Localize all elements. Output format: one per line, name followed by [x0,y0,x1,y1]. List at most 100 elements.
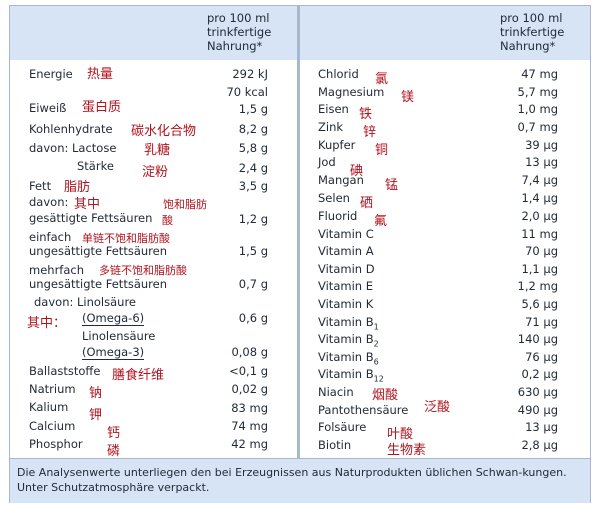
value-staerke: 2,4 g [238,161,268,175]
cn-saturated-fat: 饱和脂肪 [163,198,207,211]
label-selen: Selen [318,191,350,205]
vitamin-b2-text: Vitamin B [318,332,374,346]
label-ballaststoffe: Ballaststoffe [29,364,101,378]
label-vitamin-d: Vitamin D [318,262,375,276]
cn-magnesium: 镁 [401,90,415,105]
value-magnesium: 5,7 mg [517,85,558,99]
column-divider [297,6,300,458]
label-vitamin-a: Vitamin A [318,244,374,258]
left-column: Energie 热量 292 kJ 70 kcal Eiweiß 蛋白质 1,5… [10,6,297,459]
value-vitamin-a: 70 µg [525,244,558,258]
value-linolensaeure: 0,08 g [231,345,268,359]
label-magnesium: Magnesium [318,85,385,99]
label-staerke: Stärke [77,159,114,173]
footer-note: Die Analysenwerte unterliegen den bei Er… [17,466,567,494]
label-davon-fett: davon: [29,195,69,209]
cn-staerke: 淀粉 [142,165,169,180]
label-lactose: davon: Lactose [29,141,117,155]
label-kupfer: Kupfer [318,138,356,152]
label-gesaettigte: gesättigte Fettsäuren [29,211,153,225]
vitamin-b1-text: Vitamin B [318,315,374,329]
label-omega-3: (Omega-3) [82,345,145,360]
value-eiweiss: 1,5 g [238,102,268,116]
cn-biotin: 生物素 [387,443,427,458]
value-kalium: 83 mg [231,401,268,415]
label-niacin: Niacin [318,385,354,399]
value-vitamin-d: 1,1 µg [521,262,558,276]
label-linolensaeure: Linolensäure [82,329,156,343]
label-zink: Zink [318,120,344,134]
label-energie: Energie [29,67,73,81]
header-line: Nahrung* [500,39,556,53]
cn-linolsaeure: 其中： [27,316,67,331]
label-mangan: Mangan [318,173,364,187]
cn-pantothensaeure: 泛酸 [424,400,451,415]
label-calcium: Calcium [29,419,76,433]
label-eiweiss: Eiweiß [29,101,67,115]
label-fett: Fett [29,179,52,193]
label-biotin: Biotin [318,438,352,452]
cn-energie: 热量 [87,67,114,82]
value-vitamin-b1: 71 µg [525,315,558,329]
value-linolsaeure: 0,6 g [238,311,268,325]
cn-calcium: 钙 [107,426,121,441]
cn-jod: 碘 [350,164,364,179]
label-mehrfach: mehrfach [29,263,85,277]
value-vitamin-k: 5,6 µg [521,297,558,311]
label-jod: Jod [318,155,336,169]
header-line: pro 100 ml [207,11,270,25]
value-calcium: 74 mg [231,419,268,433]
table-header: pro 100 ml trinkfertige Nahrung* pro 100… [10,6,590,60]
value-vitamin-c: 11 mg [521,227,558,241]
label-vitamin-b6: Vitamin B6 [318,350,379,366]
cn-gesaettigte: 酸 [162,214,173,227]
header-line: pro 100 ml [500,11,563,25]
label-folsaeure: Folsäure [318,420,367,434]
cn-chlorid: 氯 [375,72,389,87]
left-column-header: pro 100 ml trinkfertige Nahrung* [207,11,271,53]
cn-folsaeure: 叶酸 [387,427,414,442]
value-fett: 3,5 g [238,179,268,193]
right-column-header: pro 100 ml trinkfertige Nahrung* [500,11,564,53]
label-natrium: Natrium [29,382,76,396]
cn-natrium: 钠 [89,386,103,401]
value-lactose: 5,8 g [238,141,268,155]
value-eisen: 1,0 mg [517,102,558,116]
vitamin-b2-subscript: 2 [373,339,379,349]
value-kupfer: 39 µg [525,138,558,152]
value-vitamin-b12: 0,2 µg [521,367,558,381]
label-mehrfach-2: ungesättigte Fettsäuren [29,277,167,291]
cn-kohlenhydrate: 碳水化合物 [131,124,197,139]
value-niacin: 630 µg [517,385,558,399]
cn-fluorid: 氟 [374,214,388,229]
value-pantothensaeure: 490 µg [517,403,558,417]
vitamin-b6-text: Vitamin B [318,350,374,364]
nutrition-table: pro 100 ml trinkfertige Nahrung* pro 100… [9,5,591,503]
header-line: Nahrung* [207,39,263,53]
cn-selen: 硒 [360,196,374,211]
cn-einfach: 单链不饱和脂肪酸 [82,232,170,245]
vitamin-b12-text: Vitamin B [318,367,374,381]
label-kohlenhydrate: Kohlenhydrate [29,122,113,136]
cn-lactose: 乳糖 [144,143,171,158]
label-pantothensaeure: Pantothensäure [318,403,409,417]
cn-eiweiss: 蛋白质 [82,100,122,115]
header-line: trinkfertige [207,25,272,39]
label-fluorid: Fluorid [318,209,358,223]
cn-mangan: 锰 [385,178,399,193]
value-fluorid: 2,0 µg [521,209,558,223]
label-kalium: Kalium [29,400,69,414]
cn-kupfer: 铜 [375,143,389,158]
value-energie-kj: 292 kJ [232,67,268,81]
value-vitamin-e: 1,2 mg [517,279,558,293]
cn-davon-fett: 其中 [74,197,101,212]
header-line: trinkfertige [500,25,565,39]
value-ballaststoffe: <0,1 g [229,364,268,378]
label-einfach: einfach [29,230,72,244]
vitamin-b1-subscript: 1 [373,322,379,332]
value-mangan: 7,4 µg [521,173,558,187]
value-jod: 13 µg [525,155,558,169]
value-mehrfach: 0,7 g [238,277,268,291]
label-chlorid: Chlorid [318,67,359,81]
value-einfach: 1,5 g [238,244,268,258]
